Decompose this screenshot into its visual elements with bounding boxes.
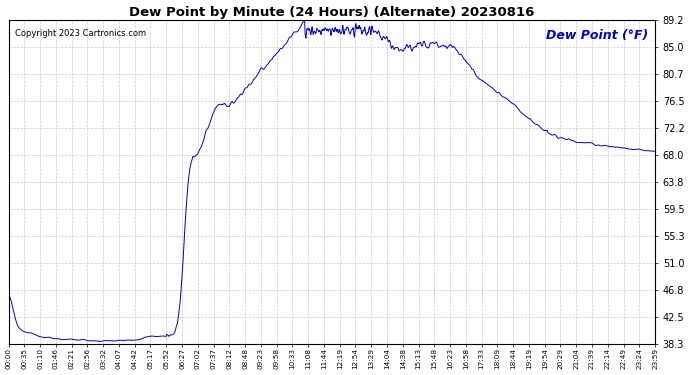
Title: Dew Point by Minute (24 Hours) (Alternate) 20230816: Dew Point by Minute (24 Hours) (Alternat… bbox=[129, 6, 535, 18]
Text: Dew Point (°F): Dew Point (°F) bbox=[546, 30, 649, 42]
Text: Copyright 2023 Cartronics.com: Copyright 2023 Cartronics.com bbox=[15, 30, 146, 39]
